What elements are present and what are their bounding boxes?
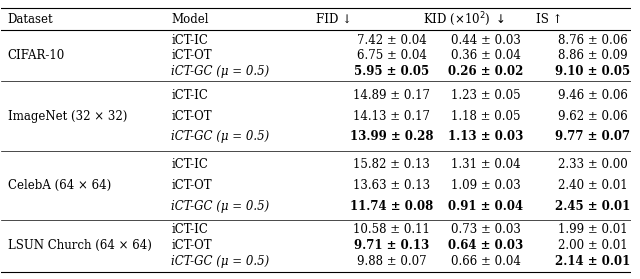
- Text: 2.40 ± 0.01: 2.40 ± 0.01: [558, 179, 628, 192]
- Text: 9.10 ± 0.05: 9.10 ± 0.05: [556, 65, 630, 78]
- Text: iCT-OT: iCT-OT: [172, 49, 212, 62]
- Text: 0.91 ± 0.04: 0.91 ± 0.04: [449, 199, 524, 213]
- Text: 0.73 ± 0.03: 0.73 ± 0.03: [451, 223, 521, 236]
- Text: 9.88 ± 0.07: 9.88 ± 0.07: [356, 255, 426, 268]
- Text: 0.36 ± 0.04: 0.36 ± 0.04: [451, 49, 521, 62]
- Text: 14.89 ± 0.17: 14.89 ± 0.17: [353, 89, 430, 102]
- Text: LSUN Church (64 × 64): LSUN Church (64 × 64): [8, 239, 152, 252]
- Text: 2.14 ± 0.01: 2.14 ± 0.01: [556, 255, 630, 268]
- Text: 9.77 ± 0.07: 9.77 ± 0.07: [556, 131, 630, 143]
- Text: 15.82 ± 0.13: 15.82 ± 0.13: [353, 158, 430, 171]
- Text: FID ↓: FID ↓: [316, 13, 352, 26]
- Text: 0.64 ± 0.03: 0.64 ± 0.03: [449, 239, 524, 252]
- Text: 13.63 ± 0.13: 13.63 ± 0.13: [353, 179, 430, 192]
- Text: 0.44 ± 0.03: 0.44 ± 0.03: [451, 34, 521, 47]
- Text: 1.31 ± 0.04: 1.31 ± 0.04: [451, 158, 521, 171]
- Text: 2.45 ± 0.01: 2.45 ± 0.01: [556, 199, 630, 213]
- Text: iCT-OT: iCT-OT: [172, 110, 212, 122]
- Text: iCT-OT: iCT-OT: [172, 179, 212, 192]
- Text: 1.18 ± 0.05: 1.18 ± 0.05: [451, 110, 521, 122]
- Text: KID ($\times$10$^2$) $\downarrow$: KID ($\times$10$^2$) $\downarrow$: [423, 11, 505, 28]
- Text: iCT-IC: iCT-IC: [172, 34, 208, 47]
- Text: CelebA (64 × 64): CelebA (64 × 64): [8, 179, 111, 192]
- Text: iCT-IC: iCT-IC: [172, 223, 208, 236]
- Text: 8.86 ± 0.09: 8.86 ± 0.09: [558, 49, 628, 62]
- Text: 2.00 ± 0.01: 2.00 ± 0.01: [558, 239, 628, 252]
- Text: 0.66 ± 0.04: 0.66 ± 0.04: [451, 255, 521, 268]
- Text: 0.26 ± 0.02: 0.26 ± 0.02: [448, 65, 524, 78]
- Text: 5.95 ± 0.05: 5.95 ± 0.05: [354, 65, 429, 78]
- Text: iCT-GC (μ = 0.5): iCT-GC (μ = 0.5): [172, 255, 269, 268]
- Text: iCT-IC: iCT-IC: [172, 89, 208, 102]
- Text: iCT-OT: iCT-OT: [172, 239, 212, 252]
- Text: Dataset: Dataset: [8, 13, 53, 26]
- Text: 1.99 ± 0.01: 1.99 ± 0.01: [558, 223, 628, 236]
- Text: CIFAR-10: CIFAR-10: [8, 49, 65, 62]
- Text: 1.23 ± 0.05: 1.23 ± 0.05: [451, 89, 521, 102]
- Text: iCT-GC (μ = 0.5): iCT-GC (μ = 0.5): [172, 199, 269, 213]
- Text: iCT-GC (μ = 0.5): iCT-GC (μ = 0.5): [172, 131, 269, 143]
- Text: 1.13 ± 0.03: 1.13 ± 0.03: [448, 131, 524, 143]
- Text: iCT-GC (μ = 0.5): iCT-GC (μ = 0.5): [172, 65, 269, 78]
- Text: 13.99 ± 0.28: 13.99 ± 0.28: [350, 131, 433, 143]
- Text: IS ↑: IS ↑: [536, 13, 563, 26]
- Text: iCT-IC: iCT-IC: [172, 158, 208, 171]
- Text: 10.58 ± 0.11: 10.58 ± 0.11: [353, 223, 430, 236]
- Text: 9.46 ± 0.06: 9.46 ± 0.06: [558, 89, 628, 102]
- Text: 14.13 ± 0.17: 14.13 ± 0.17: [353, 110, 430, 122]
- Text: 9.62 ± 0.06: 9.62 ± 0.06: [558, 110, 628, 122]
- Text: 9.71 ± 0.13: 9.71 ± 0.13: [354, 239, 429, 252]
- Text: 1.09 ± 0.03: 1.09 ± 0.03: [451, 179, 521, 192]
- Text: 6.75 ± 0.04: 6.75 ± 0.04: [356, 49, 426, 62]
- Text: ImageNet (32 × 32): ImageNet (32 × 32): [8, 110, 127, 122]
- Text: 7.42 ± 0.04: 7.42 ± 0.04: [356, 34, 426, 47]
- Text: 11.74 ± 0.08: 11.74 ± 0.08: [350, 199, 433, 213]
- Text: Model: Model: [172, 13, 209, 26]
- Text: 8.76 ± 0.06: 8.76 ± 0.06: [558, 34, 628, 47]
- Text: 2.33 ± 0.00: 2.33 ± 0.00: [558, 158, 628, 171]
